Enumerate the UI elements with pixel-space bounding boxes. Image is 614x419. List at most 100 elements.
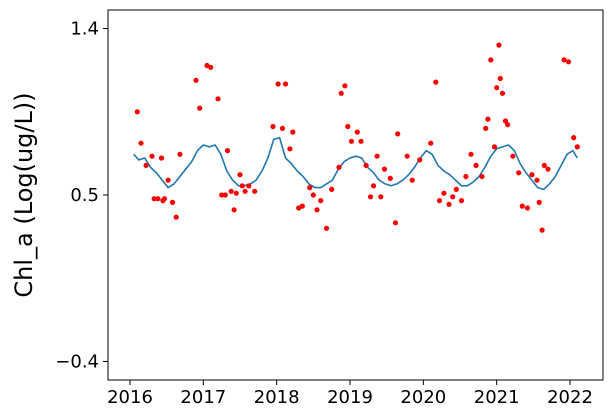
trend-line [133, 136, 578, 191]
data-point [536, 199, 542, 205]
data-point [539, 227, 545, 233]
data-point [342, 83, 348, 89]
data-point [290, 129, 296, 135]
data-point [441, 190, 447, 196]
data-point [565, 59, 572, 65]
data-point [488, 57, 494, 63]
data-point [219, 192, 225, 198]
data-point [193, 77, 199, 83]
data-point [151, 196, 157, 202]
data-point [279, 125, 286, 131]
data-point [571, 135, 577, 141]
data-point [287, 146, 293, 152]
data-point [158, 155, 165, 161]
data-point [239, 183, 245, 189]
data-point [233, 190, 239, 196]
data-point [367, 194, 374, 200]
x-tick-label: 2020 [400, 387, 446, 408]
data-point [314, 207, 320, 213]
data-point [169, 199, 176, 205]
data-point [252, 188, 258, 194]
data-point [491, 144, 498, 150]
data-point [534, 177, 540, 183]
data-point [134, 109, 140, 115]
data-point [329, 186, 335, 192]
data-point [197, 105, 203, 111]
data-point [270, 123, 276, 130]
data-point [463, 173, 469, 180]
data-point [336, 164, 342, 170]
data-point [446, 201, 452, 207]
data-point [354, 129, 360, 135]
data-point [161, 196, 168, 202]
data-point [173, 214, 179, 220]
data-point [224, 148, 231, 154]
data-point [363, 162, 369, 168]
data-point [499, 90, 506, 96]
data-point [510, 153, 516, 159]
data-point [155, 196, 161, 202]
data-point [483, 125, 489, 131]
data-point [282, 81, 289, 87]
data-point [473, 162, 479, 168]
y-tick-label: 0.5 [70, 185, 99, 206]
data-point [165, 177, 171, 183]
x-tick-label: 2017 [180, 387, 226, 408]
trend-line-layer [133, 136, 578, 191]
data-point [545, 166, 551, 172]
data-point [345, 123, 351, 130]
x-tick-label: 2019 [327, 387, 373, 408]
y-tick-label: 1.4 [70, 19, 99, 40]
data-point [310, 192, 316, 198]
y-axis: −0.4 0.5 1.4 [55, 19, 108, 373]
data-point [417, 157, 423, 163]
data-point [479, 173, 485, 180]
data-point [519, 203, 525, 209]
y-tick-label: −0.4 [55, 352, 99, 373]
y-axis-title: Chl_a (Log(ug/L)) [10, 92, 38, 297]
data-point [496, 42, 502, 48]
data-point [318, 198, 324, 204]
data-point [338, 90, 344, 96]
data-point [409, 177, 415, 183]
x-tick-label: 2021 [474, 387, 520, 408]
data-point [149, 153, 155, 159]
data-point [433, 79, 439, 85]
x-tick-label: 2016 [107, 387, 153, 408]
data-point [561, 57, 567, 63]
data-point [358, 138, 364, 144]
data-point [215, 96, 221, 102]
x-axis: 2016 2017 2018 2019 2020 2021 2022 [107, 380, 593, 408]
data-point [143, 162, 149, 168]
data-point [497, 75, 503, 82]
x-tick-label: 2022 [547, 387, 593, 408]
data-point [299, 203, 305, 209]
data-point [529, 172, 535, 178]
data-point [222, 192, 228, 198]
data-point [404, 153, 410, 159]
data-point [436, 198, 443, 204]
data-point [428, 140, 434, 146]
data-point [228, 188, 234, 194]
data-point [323, 225, 330, 231]
data-point [574, 144, 580, 150]
data-point [374, 153, 380, 159]
data-point [275, 81, 281, 87]
data-point [378, 194, 384, 200]
data-point [505, 122, 511, 128]
data-point [242, 188, 248, 194]
data-point [516, 170, 522, 176]
x-tick-label: 2018 [254, 387, 300, 408]
data-point [231, 207, 237, 213]
data-point [485, 116, 491, 122]
data-point [450, 194, 456, 200]
data-point [387, 175, 393, 181]
data-point [237, 172, 243, 178]
data-point [381, 166, 388, 172]
data-point [524, 205, 531, 211]
data-point [348, 138, 355, 144]
data-point [138, 140, 144, 146]
data-point [208, 64, 214, 70]
data-point [395, 131, 401, 137]
